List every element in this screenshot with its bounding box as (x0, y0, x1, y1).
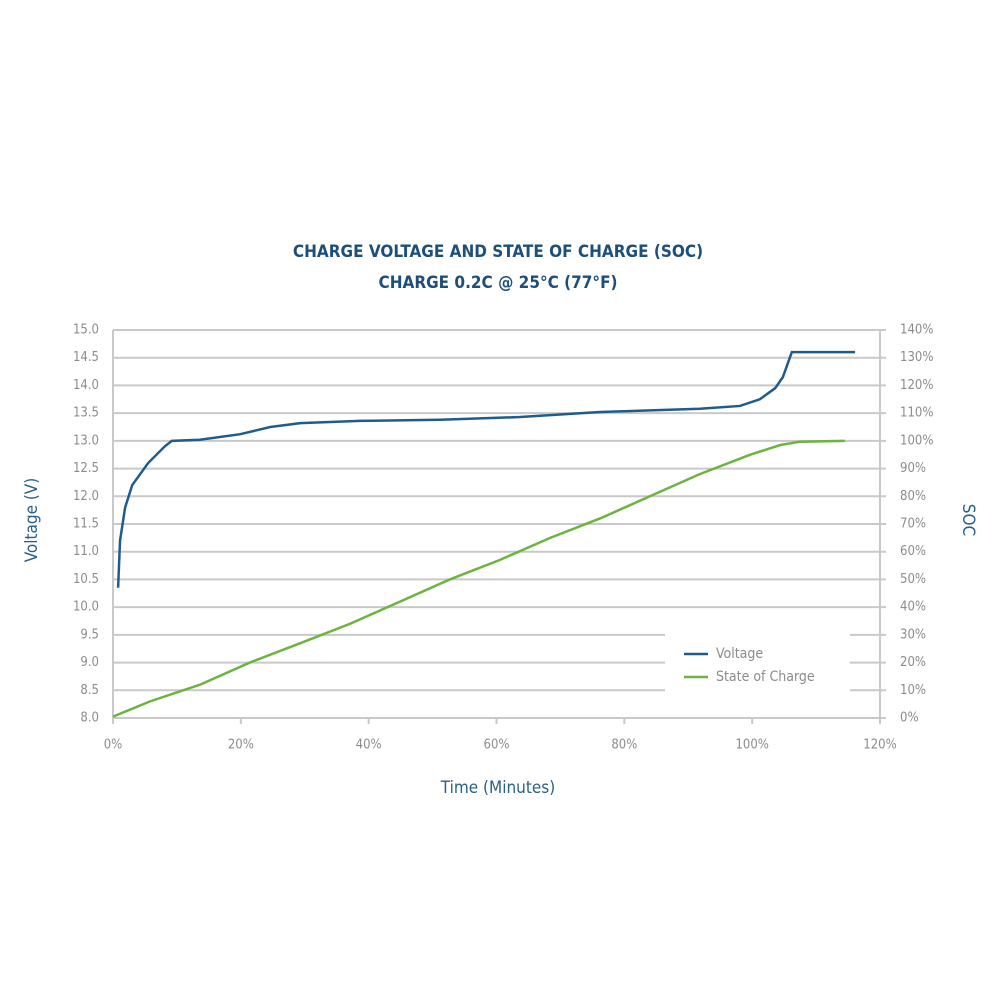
y2-tick-label: 60% (900, 544, 926, 559)
y2-tick-label: 110% (900, 406, 933, 421)
x-tick-label: 40% (356, 738, 382, 753)
y2-tick-label: 90% (900, 461, 926, 476)
y2-axis-label: SOC (958, 504, 978, 536)
y2-tick-label: 120% (900, 378, 933, 393)
y2-tick-label: 140% (900, 323, 933, 338)
legend-label: Voltage (716, 646, 763, 662)
y-tick-label: 9.0 (80, 655, 99, 670)
chart-title: CHARGE VOLTAGE AND STATE OF CHARGE (SOC) (293, 242, 703, 262)
chart-subtitle: CHARGE 0.2C @ 25°C (77°F) (378, 273, 617, 293)
y-tick-label: 12.5 (73, 461, 99, 476)
y-tick-label: 11.0 (73, 544, 99, 559)
y2-tick-label: 50% (900, 572, 926, 587)
y2-tick-label: 0% (900, 711, 919, 726)
y-tick-label: 14.0 (73, 378, 99, 393)
y-tick-label: 13.0 (73, 433, 99, 448)
y2-tick-label: 10% (900, 683, 926, 698)
y-tick-label: 10.5 (73, 572, 99, 587)
y2-tick-label: 20% (900, 655, 926, 670)
y2-tick-label: 70% (900, 517, 926, 532)
x-axis-label: Time (Minutes) (440, 778, 555, 798)
y-tick-label: 13.5 (73, 406, 99, 421)
y2-tick-label: 100% (900, 433, 933, 448)
y2-tick-label: 80% (900, 489, 926, 504)
y-axis-label: Voltage (V) (22, 478, 42, 563)
x-tick-label: 60% (484, 738, 510, 753)
y2-tick-label: 40% (900, 600, 926, 615)
y-tick-label: 10.0 (73, 600, 99, 615)
y-tick-label: 15.0 (73, 323, 99, 338)
y-tick-label: 11.5 (73, 517, 99, 532)
legend-background (665, 632, 850, 696)
series-line (116, 350, 856, 588)
y-tick-label: 8.5 (80, 683, 99, 698)
y2-tick-label: 130% (900, 350, 933, 365)
series-line (112, 439, 845, 718)
x-tick-label: 0% (104, 738, 123, 753)
y-tick-label: 8.0 (80, 711, 99, 726)
legend-label: State of Charge (716, 669, 815, 685)
y-tick-label: 9.5 (80, 627, 99, 642)
y-tick-label: 12.0 (73, 489, 99, 504)
y2-tick-label: 30% (900, 627, 926, 642)
x-tick-label: 80% (611, 738, 637, 753)
x-tick-label: 20% (228, 738, 254, 753)
y-tick-label: 14.5 (73, 350, 99, 365)
x-tick-label: 100% (735, 738, 768, 753)
x-tick-label: 120% (863, 738, 896, 753)
